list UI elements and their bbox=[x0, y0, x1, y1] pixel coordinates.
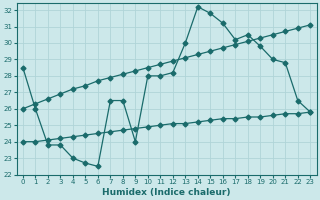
X-axis label: Humidex (Indice chaleur): Humidex (Indice chaleur) bbox=[102, 188, 231, 197]
